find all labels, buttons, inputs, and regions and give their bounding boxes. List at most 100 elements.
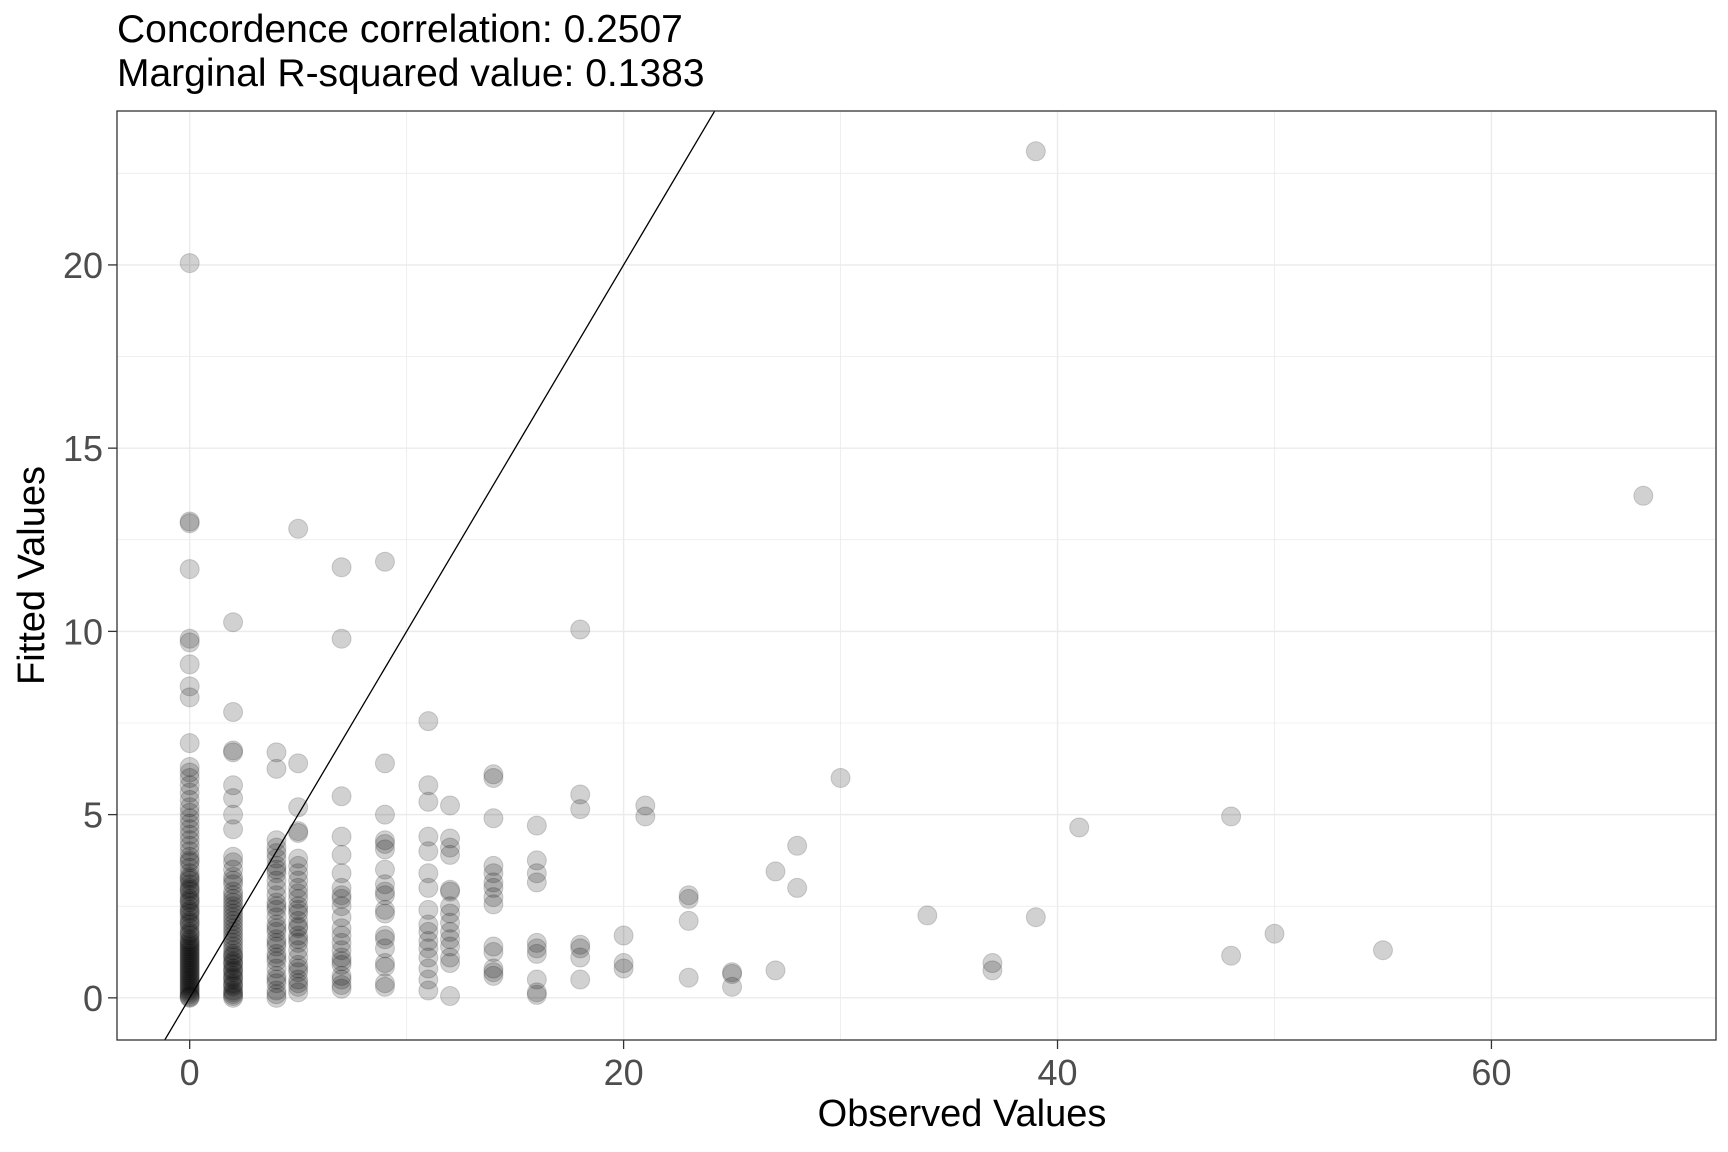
data-point xyxy=(374,833,395,854)
data-point xyxy=(266,863,287,884)
data-point xyxy=(288,899,309,920)
reference-line xyxy=(163,111,716,1040)
data-point xyxy=(179,513,200,534)
data-point xyxy=(266,932,287,953)
data-point xyxy=(418,711,439,732)
data-point xyxy=(179,253,200,274)
data-point xyxy=(331,925,352,946)
data-point xyxy=(1069,817,1090,838)
data-point xyxy=(179,628,200,649)
data-point xyxy=(483,958,504,979)
data-point xyxy=(288,903,309,924)
data-point xyxy=(179,912,200,933)
x-tick-label: 0 xyxy=(180,1052,200,1093)
data-point xyxy=(418,791,439,812)
data-point xyxy=(787,877,808,898)
data-point xyxy=(223,936,244,957)
data-point xyxy=(288,916,309,937)
data-point xyxy=(179,914,200,935)
major-gridlines xyxy=(117,111,1716,1040)
data-point xyxy=(982,960,1003,981)
data-point xyxy=(266,877,287,898)
data-point xyxy=(440,896,461,917)
data-point xyxy=(179,958,200,979)
data-point xyxy=(418,899,439,920)
data-point xyxy=(179,762,200,783)
data-point xyxy=(418,980,439,1001)
data-point xyxy=(223,929,244,950)
data-point xyxy=(440,921,461,942)
data-point xyxy=(440,903,461,924)
data-point xyxy=(526,982,547,1003)
data-point xyxy=(179,802,200,823)
data-point xyxy=(223,852,244,873)
x-tick-label: 40 xyxy=(1038,1052,1078,1093)
data-point xyxy=(526,863,547,884)
data-point xyxy=(288,954,309,975)
x-tick-label: 20 xyxy=(604,1052,644,1093)
data-point xyxy=(526,872,547,893)
data-point xyxy=(179,947,200,968)
data-point xyxy=(288,822,309,843)
data-point xyxy=(418,938,439,959)
data-point xyxy=(179,976,200,997)
data-point xyxy=(440,986,461,1007)
data-point xyxy=(223,907,244,928)
y-tick-label: 10 xyxy=(63,611,103,652)
data-point xyxy=(179,890,200,911)
data-point xyxy=(526,984,547,1005)
data-point xyxy=(179,868,200,889)
data-point xyxy=(331,885,352,906)
data-point xyxy=(1221,945,1242,966)
data-point xyxy=(179,932,200,953)
data-point xyxy=(179,910,200,931)
data-point xyxy=(526,850,547,871)
data-point xyxy=(179,511,200,532)
data-point xyxy=(179,962,200,983)
data-point xyxy=(223,892,244,913)
data-point xyxy=(223,819,244,840)
data-point xyxy=(331,940,352,961)
data-point xyxy=(223,888,244,909)
data-point xyxy=(266,929,287,950)
data-point xyxy=(179,956,200,977)
data-point xyxy=(288,518,309,539)
data-point xyxy=(266,918,287,939)
data-point xyxy=(266,855,287,876)
data-point xyxy=(288,947,309,968)
data-point xyxy=(179,676,200,697)
data-point xyxy=(266,969,287,990)
data-point xyxy=(179,986,200,1007)
data-point xyxy=(483,936,504,957)
data-point xyxy=(331,557,352,578)
data-point xyxy=(374,925,395,946)
data-point xyxy=(179,938,200,959)
data-point xyxy=(179,808,200,829)
data-point xyxy=(179,824,200,845)
data-point xyxy=(223,940,244,961)
data-point xyxy=(331,888,352,909)
data-point xyxy=(179,654,200,675)
data-point xyxy=(266,899,287,920)
data-point xyxy=(678,910,699,931)
data-point xyxy=(440,879,461,900)
data-point xyxy=(288,797,309,818)
data-point xyxy=(483,764,504,785)
data-point xyxy=(765,960,786,981)
data-point xyxy=(179,857,200,878)
data-point xyxy=(570,934,591,955)
data-point xyxy=(288,888,309,909)
data-point xyxy=(331,978,352,999)
data-point xyxy=(179,943,200,964)
data-point xyxy=(288,855,309,876)
data-point xyxy=(418,775,439,796)
data-point xyxy=(179,923,200,944)
data-point xyxy=(223,866,244,887)
data-point xyxy=(288,973,309,994)
data-point xyxy=(288,969,309,990)
data-point xyxy=(440,881,461,902)
data-point xyxy=(223,969,244,990)
data-point xyxy=(526,932,547,953)
data-points xyxy=(179,141,1654,1008)
